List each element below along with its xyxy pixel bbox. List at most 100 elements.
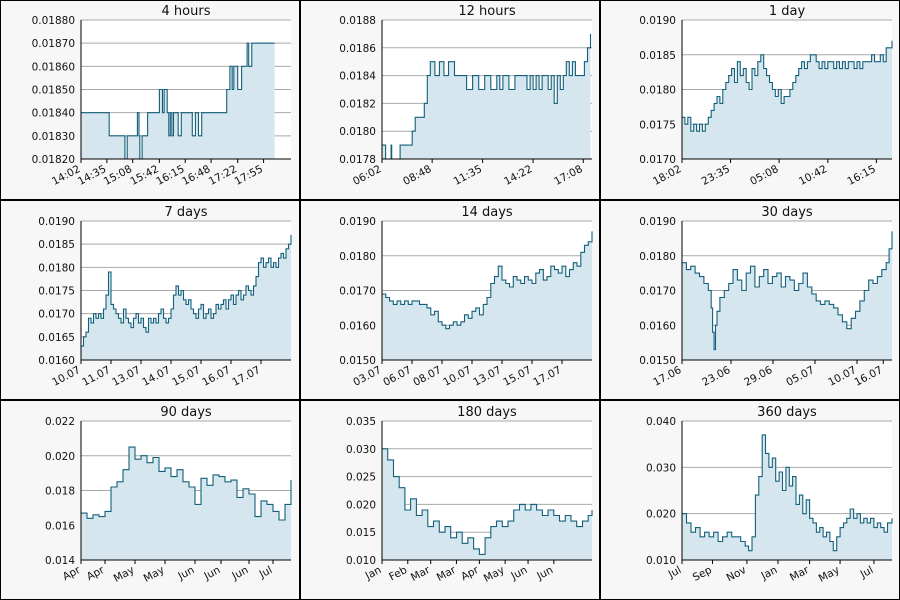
y-tick-label: 0.0180 xyxy=(639,251,676,263)
y-tick-label: 0.01870 xyxy=(32,38,75,50)
chart-svg: 0.0160 0.0165 0.0170 0.0175 0.0180 0.0185 0.01… xyxy=(38,205,292,389)
x-tick-label: 17.06 xyxy=(651,364,683,389)
series-area xyxy=(81,43,275,160)
panel-separator-vertical xyxy=(599,0,601,600)
x-tick-label: May xyxy=(112,564,137,585)
chart-svg: 0.0170 0.0175 0.0180 0.0185 0.0190 18:02 23:35… xyxy=(639,4,893,188)
chart-panel-30-days: 0.0150 0.0160 0.0170 0.0180 0.0190 17.06 23.06… xyxy=(601,201,900,400)
chart-svg: 0.0150 0.0160 0.0170 0.0180 0.0190 17.06 23.06… xyxy=(639,205,893,389)
y-tick-label: 0.025 xyxy=(346,472,376,484)
x-tick-label: 13.07 xyxy=(110,364,142,389)
chart-title: 1 day xyxy=(769,4,806,19)
x-tick-label: 17.07 xyxy=(531,364,563,389)
y-tick-label: 0.0180 xyxy=(339,126,376,138)
x-tick-label: May xyxy=(482,564,507,585)
y-tick-label: 0.0180 xyxy=(38,262,75,274)
y-tick-label: 0.030 xyxy=(346,444,376,456)
x-tick-label: 06:02 xyxy=(351,163,383,188)
series-area xyxy=(382,448,592,560)
y-tick-label: 0.010 xyxy=(346,555,376,567)
x-tick-label: 03.07 xyxy=(351,364,383,389)
series-area xyxy=(682,231,892,360)
x-tick-label: Sep xyxy=(691,564,714,584)
y-tick-label: 0.0190 xyxy=(639,15,676,27)
series-area xyxy=(682,434,892,560)
x-tick-label: Jun xyxy=(201,564,222,583)
x-tick-label: 17:08 xyxy=(552,163,584,188)
y-tick-label: 0.030 xyxy=(646,462,676,474)
x-tick-label: 11:35 xyxy=(452,163,484,188)
chart-title: 14 days xyxy=(461,205,513,220)
y-tick-label: 0.0182 xyxy=(339,98,376,110)
x-tick-label: 23.06 xyxy=(700,364,732,389)
x-tick-label: Jun xyxy=(175,564,196,583)
x-tick-label: 10.07 xyxy=(50,364,82,389)
chart-title: 7 days xyxy=(164,205,207,220)
x-tick-label: 13.07 xyxy=(471,364,503,389)
x-tick-label: 16:48 xyxy=(180,163,212,188)
y-tick-label: 0.0180 xyxy=(639,85,676,97)
chart-panel-90-days: 0.014 0.016 0.018 0.020 0.022 Apr Apr May May Jun… xyxy=(0,401,299,600)
y-tick-label: 0.0170 xyxy=(339,286,376,298)
chart-title: 180 days xyxy=(457,405,517,420)
y-tick-label: 0.014 xyxy=(45,555,75,567)
y-tick-label: 0.0150 xyxy=(339,355,376,367)
x-tick-label: 16.07 xyxy=(200,364,232,389)
chart-title: 12 hours xyxy=(458,4,515,19)
y-tick-label: 0.0165 xyxy=(38,332,75,344)
series-line xyxy=(382,448,593,555)
x-tick-label: Jan xyxy=(759,564,780,583)
y-tick-label: 0.0150 xyxy=(639,355,676,367)
y-tick-label: 0.01820 xyxy=(32,154,75,166)
series-area xyxy=(81,234,291,360)
y-tick-label: 0.020 xyxy=(45,451,75,463)
x-tick-label: Jun xyxy=(534,564,555,583)
y-tick-label: 0.01880 xyxy=(32,15,75,27)
x-tick-label: 11.07 xyxy=(80,364,112,389)
y-tick-label: 0.0160 xyxy=(639,320,676,332)
y-tick-label: 0.0170 xyxy=(639,154,676,166)
x-tick-label: 29.06 xyxy=(742,364,774,389)
x-tick-label: 10:42 xyxy=(797,163,829,188)
chart-title: 360 days xyxy=(757,405,817,420)
chart-title: 30 days xyxy=(761,205,813,220)
x-tick-label: Jul xyxy=(858,564,876,581)
panel-separator-vertical xyxy=(299,0,301,600)
x-tick-label: May xyxy=(142,564,167,585)
y-tick-label: 0.0170 xyxy=(639,286,676,298)
x-tick-label: 16.07 xyxy=(852,364,884,389)
x-tick-label: 08.07 xyxy=(411,364,443,389)
chart-panel-180-days: 0.010 0.015 0.020 0.025 0.030 0.035 Jan Feb Mar M… xyxy=(301,401,600,600)
chart-panel-360-days: 0.010 0.020 0.030 0.040 Jul Sep Nov Jan Mar May Ju… xyxy=(601,401,900,600)
y-tick-label: 0.01830 xyxy=(32,131,75,143)
y-tick-label: 0.0184 xyxy=(339,71,376,83)
x-tick-label: Jul xyxy=(666,564,684,581)
y-tick-label: 0.018 xyxy=(45,486,75,498)
y-tick-label: 0.01840 xyxy=(32,108,75,120)
chart-svg: 0.010 0.020 0.030 0.040 Jul Sep Nov Jan Mar May Ju… xyxy=(646,405,893,585)
x-tick-label: Jul xyxy=(257,564,275,581)
chart-panel-12-hours: 0.0178 0.0180 0.0182 0.0184 0.0186 0.0188 06:0… xyxy=(301,0,600,199)
y-tick-label: 0.0175 xyxy=(38,286,75,298)
y-tick-label: 0.040 xyxy=(646,416,676,428)
series-line xyxy=(682,231,893,351)
chart-svg: 0.01820 0.01830 0.01840 0.01850 0.01860 0.018… xyxy=(32,4,291,188)
x-tick-label: 15:08 xyxy=(102,163,134,188)
y-tick-label: 0.0180 xyxy=(339,251,376,263)
chart-title: 90 days xyxy=(160,405,212,420)
chart-title: 4 hours xyxy=(162,4,211,19)
x-tick-label: Apr xyxy=(459,564,481,583)
x-tick-label: 06.07 xyxy=(381,364,413,389)
chart-panel-4-hours: 0.01820 0.01830 0.01840 0.01850 0.01860 0.018… xyxy=(0,0,299,199)
y-tick-label: 0.0170 xyxy=(38,309,75,321)
y-tick-label: 0.01860 xyxy=(32,61,75,73)
x-tick-label: 17:55 xyxy=(233,163,265,188)
x-tick-label: 10.07 xyxy=(826,364,858,389)
x-tick-label: 08:48 xyxy=(401,163,433,188)
series-line xyxy=(81,446,292,521)
y-tick-label: 0.0160 xyxy=(38,355,75,367)
x-tick-label: May xyxy=(817,564,842,585)
